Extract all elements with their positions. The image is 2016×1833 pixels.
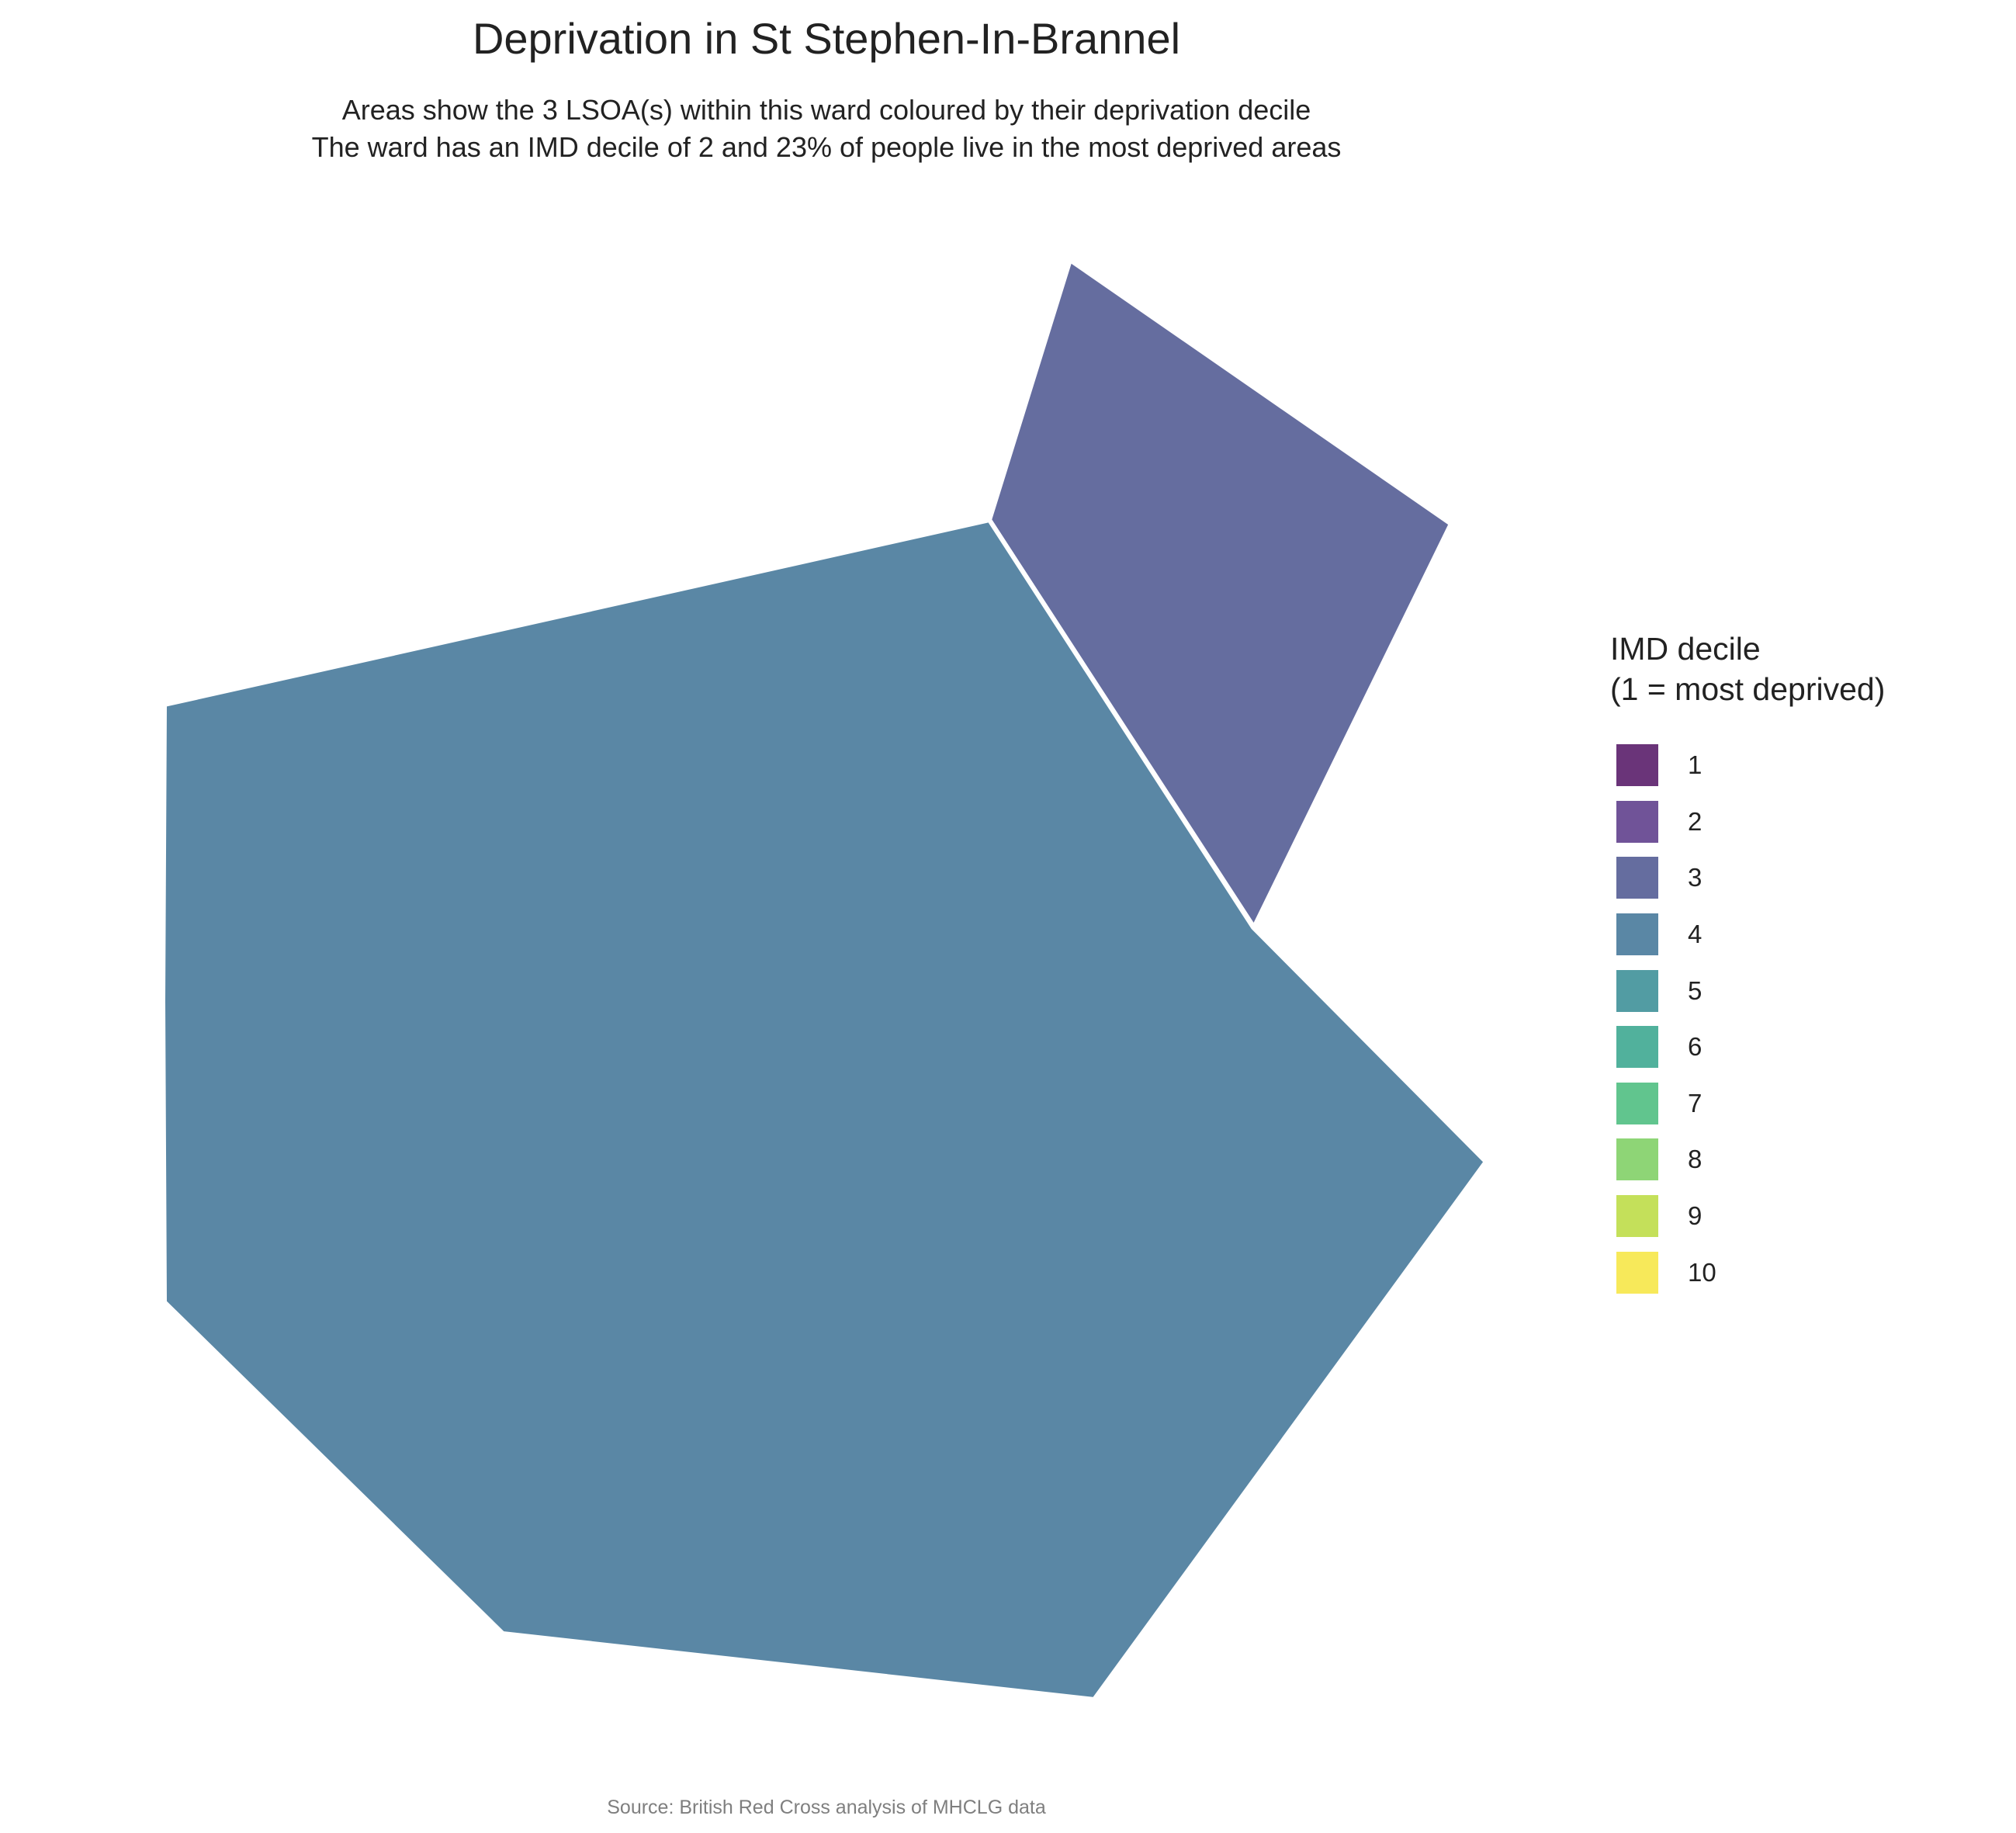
legend-item-10: 10 [1610, 1244, 1885, 1301]
chart-subtitle: Areas show the 3 LSOA(s) within this war… [0, 92, 1653, 166]
subtitle-line-2: The ward has an IMD decile of 2 and 23% … [311, 131, 1342, 163]
legend-swatch [1616, 800, 1658, 843]
legend-swatch [1616, 1138, 1658, 1181]
legend-item-2: 2 [1610, 794, 1885, 851]
legend-title: IMD decile (1 = most deprived) [1610, 629, 1885, 709]
legend-item-5: 5 [1610, 962, 1885, 1019]
legend-label: 8 [1688, 1145, 1703, 1174]
legend-label: 5 [1688, 975, 1703, 1005]
legend-swatch [1616, 969, 1658, 1012]
legend-swatch [1616, 1026, 1658, 1069]
legend-title-line-2: (1 = most deprived) [1610, 671, 1886, 707]
legend-label: 4 [1688, 920, 1703, 949]
legend-item-7: 7 [1610, 1076, 1885, 1132]
legend-swatch [1616, 1195, 1658, 1238]
legend-swatch [1616, 1251, 1658, 1294]
subtitle-line-1: Areas show the 3 LSOA(s) within this war… [341, 94, 1311, 126]
legend-item-3: 3 [1610, 850, 1885, 906]
legend-label: 3 [1688, 863, 1703, 892]
legend-item-9: 9 [1610, 1188, 1885, 1245]
legend-label: 9 [1688, 1201, 1703, 1231]
legend-label: 7 [1688, 1088, 1703, 1117]
legend-item-6: 6 [1610, 1019, 1885, 1076]
legend-swatch [1616, 857, 1658, 899]
legend-swatch [1616, 1082, 1658, 1124]
legend-label: 6 [1688, 1032, 1703, 1062]
legend-label: 10 [1688, 1257, 1716, 1287]
source-caption: Source: British Red Cross analysis of MH… [607, 1797, 1046, 1818]
lsoa-area-decile-4[interactable] [161, 518, 1488, 1702]
legend-label: 2 [1688, 806, 1703, 836]
legend: IMD decile (1 = most deprived) 1 2 3 4 5… [1610, 629, 1885, 1301]
legend-item-4: 4 [1610, 906, 1885, 963]
legend-label: 1 [1688, 750, 1703, 780]
legend-item-8: 8 [1610, 1131, 1885, 1188]
legend-swatch [1616, 744, 1658, 787]
legend-title-line-1: IMD decile [1610, 631, 1761, 667]
legend-items: 1 2 3 4 5 6 7 8 [1610, 737, 1885, 1301]
legend-item-1: 1 [1610, 737, 1885, 794]
chart-title: Deprivation in St Stephen-In-Brannel [472, 14, 1181, 63]
legend-swatch [1616, 913, 1658, 956]
